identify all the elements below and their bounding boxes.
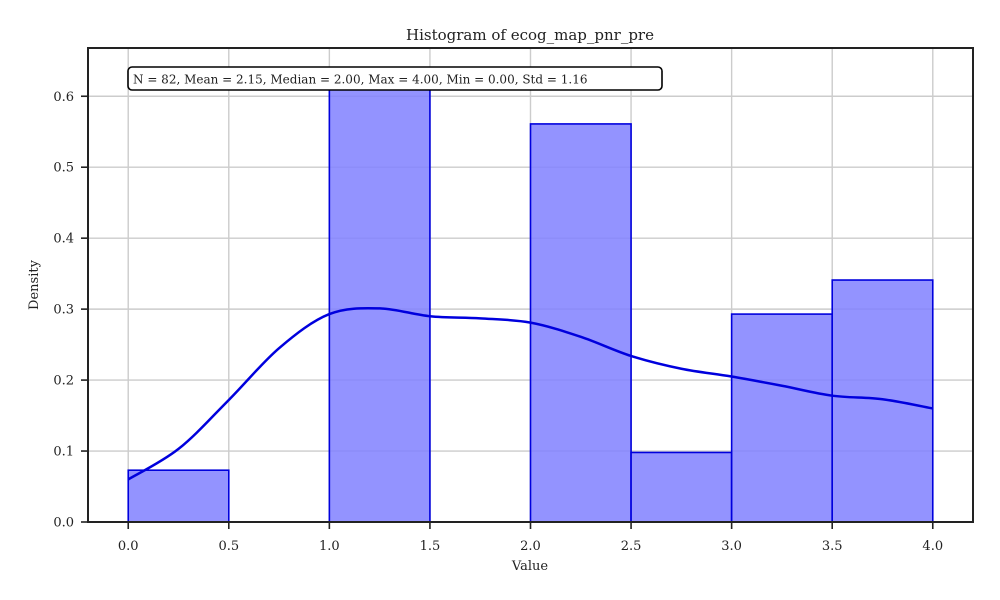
histogram-bar <box>630 451 733 523</box>
x-tick-label: 0.0 <box>118 539 139 554</box>
histogram-bar <box>127 469 230 523</box>
y-tick-label: 0.2 <box>53 374 74 389</box>
x-tick-label: 2.5 <box>621 539 642 554</box>
y-tick-label: 0.5 <box>53 161 74 176</box>
y-tick-label: 0.4 <box>53 232 74 247</box>
stats-box: N = 82, Mean = 2.15, Median = 2.00, Max … <box>127 66 663 91</box>
histogram-bar <box>328 88 431 523</box>
histogram-bar <box>730 313 834 523</box>
histogram-bar <box>831 279 934 523</box>
stats-box-frame <box>127 66 663 91</box>
x-tick-label: 2.0 <box>520 539 541 554</box>
chart-title: Histogram of ecog_map_pnr_pre <box>406 26 654 44</box>
x-axis-label: Value <box>511 559 548 574</box>
y-tick-label: 0.3 <box>53 303 74 318</box>
x-tick-label: 3.0 <box>721 539 742 554</box>
x-axis-ticks: 0.0 0.5 1.0 1.5 2.0 2.5 3.0 3.5 4.0 <box>118 522 943 554</box>
x-tick-label: 1.5 <box>420 539 441 554</box>
y-tick-label: 0.1 <box>53 445 74 460</box>
histogram-bar <box>529 123 632 523</box>
y-axis-ticks: 0.0 0.1 0.2 0.3 0.4 0.5 0.6 <box>53 90 88 531</box>
x-tick-label: 0.5 <box>218 539 239 554</box>
y-axis-label: Density <box>27 259 42 310</box>
x-tick-label: 3.5 <box>822 539 843 554</box>
stats-text: N = 82, Mean = 2.15, Median = 2.00, Max … <box>133 73 587 87</box>
x-tick-label: 1.0 <box>319 539 340 554</box>
x-tick-label: 4.0 <box>922 539 943 554</box>
kde-curve <box>127 306 933 481</box>
y-tick-label: 0.6 <box>53 90 74 105</box>
y-tick-label: 0.0 <box>53 516 74 531</box>
histogram-bars <box>127 88 934 523</box>
